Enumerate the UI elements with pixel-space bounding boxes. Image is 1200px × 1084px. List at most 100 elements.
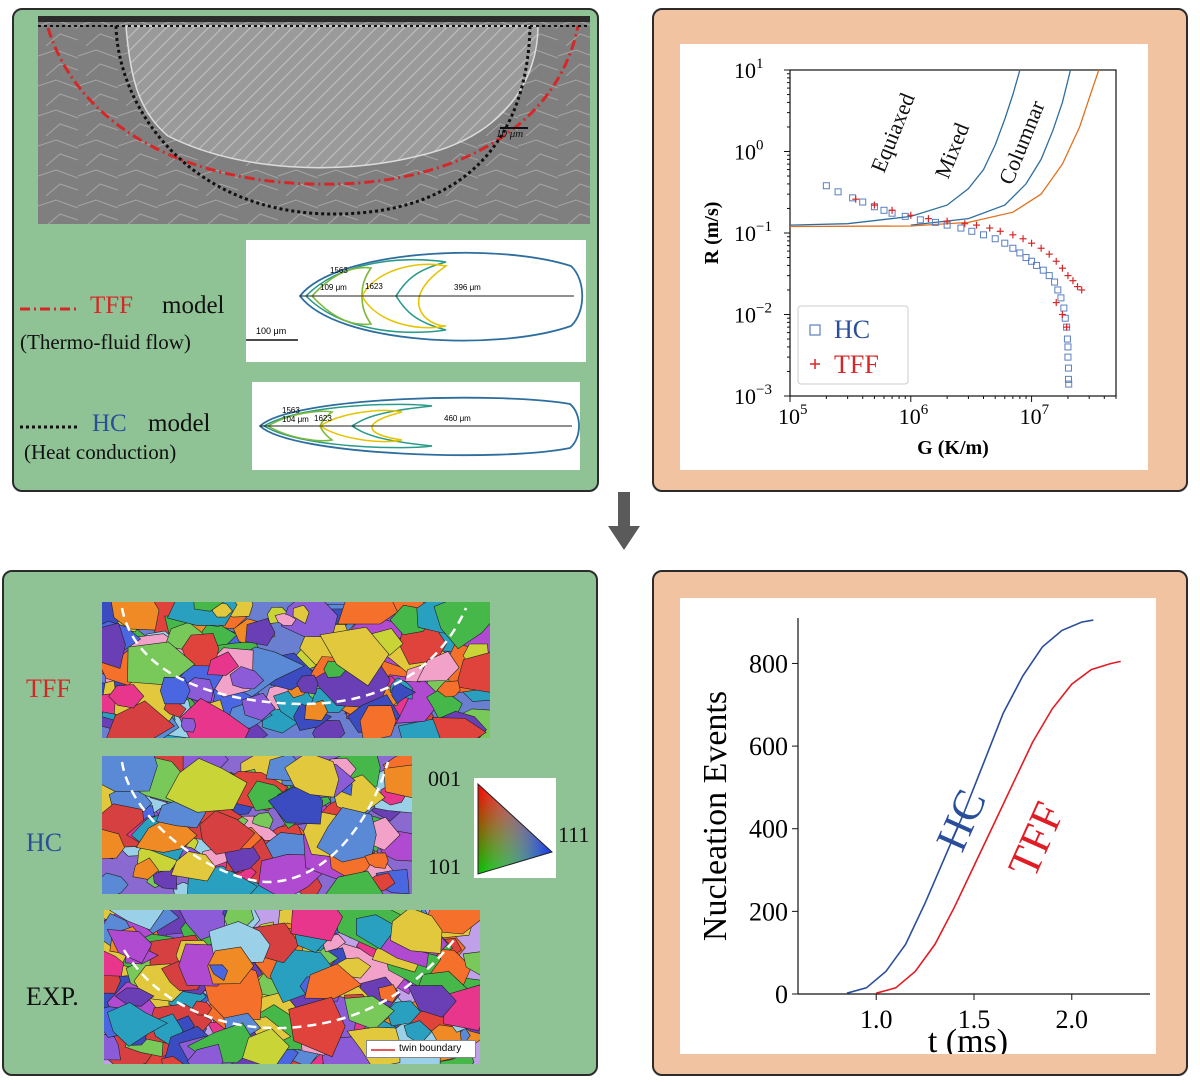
tff-point [1069,277,1077,285]
tff-point [888,206,896,214]
gr-boundary-curves [790,70,1100,228]
hc-point [916,216,924,224]
hc-point [1022,254,1030,262]
tff-point [870,201,878,209]
tff-point [1052,299,1060,307]
hc-point [1016,249,1024,257]
nucleation-chart-card: 0 200 400 600 800 1.0 1.5 2.0 t (ms) Nucleation E… [680,598,1156,1054]
ebsd-grains [102,756,412,894]
nuc-x-axis-label: t (ms) [928,1023,1008,1054]
hc-point [1064,375,1072,383]
hc-legend-name: HC [92,410,127,437]
down-arrow-icon [608,492,640,550]
micrograph-scale-label: 10 μm [496,128,524,140]
tff-point [1073,283,1081,291]
tff-point [1009,231,1017,239]
hc-point [931,218,939,226]
tff-pool-scale-label: 100 μm [256,326,287,336]
gr-legend-box [797,305,909,385]
tff-contour-drawing [246,251,584,342]
tff-point [1045,250,1053,258]
gr-annotation-mixed: Mixed [929,119,974,182]
tff-length-label: 396 μm [454,283,481,292]
hc-pool-contour: 1563 1623 104 μm 460 μm [252,382,580,470]
nuc-y-tick-label-1: 200 [749,897,788,926]
tff-legend-name: TFF [90,292,134,319]
hc-point [1033,261,1041,269]
ipf-label-101: 101 [428,854,461,879]
mixed-boundary [910,70,1072,226]
nuc-series-tff [875,660,1121,994]
gr-chart-card: 105 106 107 10−3 10−2 10−1 100 101 G (K/m) R (m/s… [680,44,1148,470]
twin-boundary-label: twin boundary [399,1043,462,1054]
columnar-boundary [790,70,1100,228]
gr-scatter-chart: 105 106 107 10−3 10−2 10−1 100 101 G (K/m) R (m/s… [701,56,1117,459]
legend-square-icon [809,324,821,336]
gr-x-tick-label-2: 107 [1020,402,1050,429]
hc-point [834,188,842,196]
ipf-label-111: 111 [558,822,590,847]
hc-point [1039,266,1047,274]
twin-boundary-legend: twin boundary [366,1040,476,1058]
hc-point [1061,314,1069,322]
tff-ebsd-map [102,602,490,738]
tff-iso-b: 1623 [365,282,383,291]
gr-annotation-columnar: Columnar [993,96,1049,188]
hc-pool-boundary [120,761,390,884]
row-label-hc: HC [26,828,63,857]
hc-width-label: 104 μm [282,415,309,424]
ipf-label-001: 001 [428,766,461,791]
melt-pool-panel: 10 μm TFF model (Thermo-fluid flow) HC m… [12,8,599,492]
hc-point [859,198,867,206]
hc-point [1054,286,1062,294]
exp-pool-boundary [122,939,455,1030]
hc-point [968,227,976,235]
nuc-y-tick-label-2: 400 [749,815,788,844]
tff-legend: TFF model (Thermo-fluid flow) [18,292,248,362]
tff-dashdot-line-icon [20,307,80,311]
gr-y-tick-label-0: 10−3 [734,382,772,409]
exp-ebsd-image [104,910,480,1064]
tff-point [1064,272,1072,280]
micrograph-image [38,16,590,224]
row-label-exp: EXP. [26,982,79,1011]
nuc-y-tick-label-4: 800 [749,649,788,678]
twin-line-icon [371,1049,395,1051]
gr-y-axis-label: R (m/s) [701,202,723,265]
gr-annotation-equiaxed: Equiaxed [865,89,919,175]
nuc-x-tick-label-0: 1.0 [860,1005,893,1034]
hc-point [1001,239,1009,247]
nuc-annotation-tff: TFF [998,795,1074,884]
equiaxed-boundary [790,70,1021,226]
ebsd-grains [104,910,480,1064]
ebsd-grains [102,602,490,738]
tff-point [1028,239,1036,247]
hc-point [1063,335,1071,343]
gr-data-points [822,182,1086,388]
tff-legend-sub: (Thermo-fluid flow) [20,330,191,354]
tff-point [1052,257,1060,265]
hc-ebsd-map [102,756,412,894]
gr-y-tick-label-2: 10−1 [734,219,772,246]
hc-point [1064,364,1072,372]
tff-pool-boundary [120,607,468,706]
hc-point [880,206,888,214]
tff-point [1063,323,1071,331]
exp-ebsd-map: twin boundary [104,910,480,1064]
gr-x-axis-label: G (K/m) [917,437,989,459]
hc-point [822,182,830,190]
tff-point [1019,235,1027,243]
hc-point [1064,353,1072,361]
nuc-series-hc [846,619,1094,994]
hc-point [1051,278,1059,286]
hc-ebsd-image [102,756,412,894]
gr-legend: HC TFF [797,305,909,385]
hc-point [957,224,965,232]
tff-point [986,224,994,232]
tff-point [852,195,860,203]
gr-x-tick-label-0: 105 [778,402,808,429]
hc-point [1065,380,1073,388]
gr-map-panel: 105 106 107 10−3 10−2 10−1 100 101 G (K/m) R (m/s… [652,8,1188,492]
hc-point [1057,294,1065,302]
nuc-y-tick-label-3: 600 [749,732,788,761]
